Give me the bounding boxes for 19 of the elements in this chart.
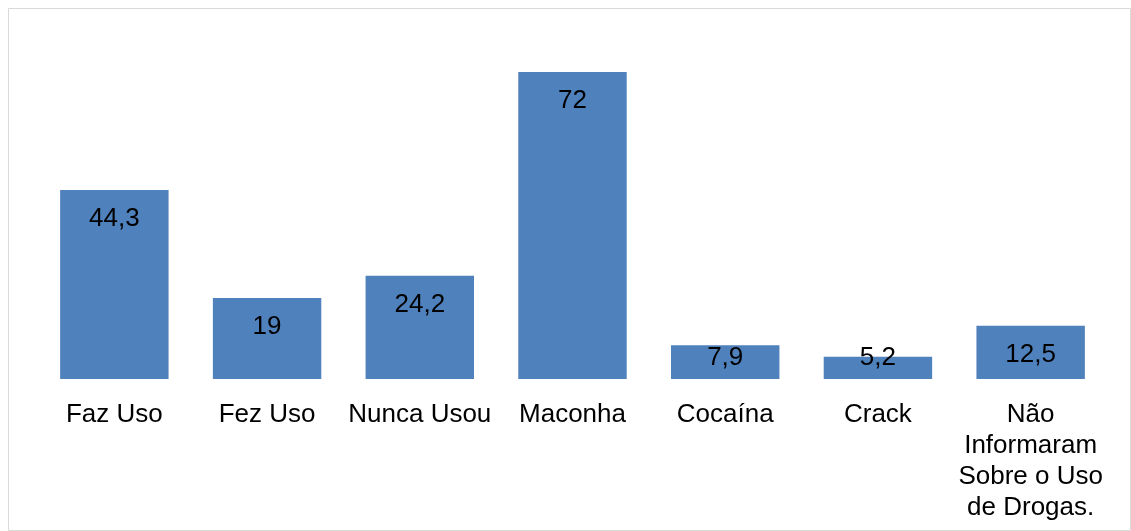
x-tick-label: Faz Uso xyxy=(65,397,163,428)
x-tick-label: Crack xyxy=(843,397,913,428)
bar xyxy=(212,297,322,379)
bar xyxy=(365,275,474,379)
data-label: 44,3 xyxy=(89,202,140,233)
bar xyxy=(60,190,169,379)
x-tick-label: Nunca Usou xyxy=(348,397,492,428)
data-label: 7,9 xyxy=(707,340,744,371)
x-tick-label: Fez Uso xyxy=(218,397,316,428)
bar xyxy=(671,345,780,379)
data-label: 24,2 xyxy=(394,287,446,318)
bar xyxy=(976,325,1085,379)
data-label: 12,5 xyxy=(1005,337,1056,368)
x-tick-label: Cocaína xyxy=(676,397,775,428)
data-label: 19 xyxy=(252,309,282,340)
bar xyxy=(518,72,627,379)
x-tick-label: Maconha xyxy=(519,397,627,428)
x-tick-label: Não Informaram Sobre o Uso de Drogas. xyxy=(958,397,1103,521)
data-label: 72 xyxy=(558,84,587,114)
